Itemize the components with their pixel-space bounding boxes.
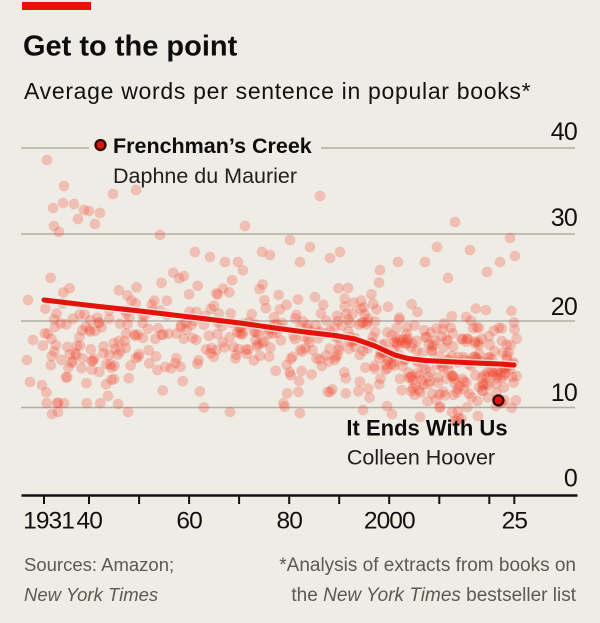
svg-text:Frenchman’s Creek: Frenchman’s Creek [113, 134, 312, 158]
svg-text:40: 40 [77, 508, 103, 535]
svg-text:60: 60 [176, 508, 202, 535]
svg-text:30: 30 [551, 204, 577, 232]
svg-text:80: 80 [276, 508, 302, 535]
svg-text:2000: 2000 [364, 508, 415, 535]
svg-text:40: 40 [551, 118, 577, 146]
svg-text:25: 25 [502, 508, 528, 535]
svg-text:0: 0 [564, 465, 577, 493]
svg-text:1931: 1931 [23, 508, 74, 535]
svg-text:20: 20 [551, 293, 577, 321]
svg-text:Colleen Hoover: Colleen Hoover [347, 446, 495, 470]
svg-text:10: 10 [551, 379, 577, 407]
svg-text:Sources: Amazon;: Sources: Amazon; [24, 554, 174, 575]
svg-text:the New York Times bestseller: the New York Times bestseller list [291, 585, 576, 606]
svg-text:*Analysis of extracts from boo: *Analysis of extracts from books on [279, 555, 576, 576]
svg-text:Daphne du Maurier: Daphne du Maurier [113, 164, 297, 188]
svg-text:It Ends With Us: It Ends With Us [346, 416, 507, 441]
svg-text:New York Times: New York Times [24, 584, 158, 605]
svg-text:Get to the point: Get to the point [23, 31, 238, 63]
svg-text:Average words per sentence in: Average words per sentence in popular bo… [24, 78, 531, 104]
